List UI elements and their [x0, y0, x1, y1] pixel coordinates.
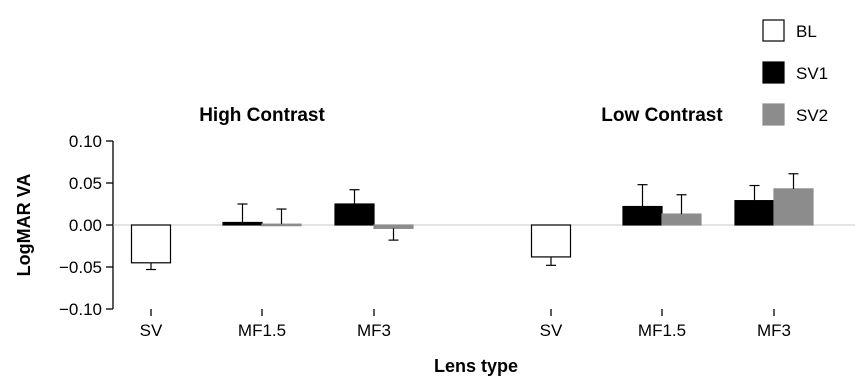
y-tick-label: 0.00	[69, 216, 102, 235]
y-tick-label: −0.05	[59, 258, 102, 277]
y-tick-label: 0.10	[69, 132, 102, 151]
x-tick-label: MF1.5	[638, 321, 686, 340]
x-tick-label: MF1.5	[238, 321, 286, 340]
bar	[661, 213, 702, 226]
legend-swatch-sv1	[762, 61, 785, 84]
bar	[373, 224, 414, 229]
x-axis-title: Lens type	[434, 356, 518, 376]
y-tick-label: −0.10	[59, 300, 102, 319]
bar	[734, 200, 775, 226]
bar	[261, 223, 302, 227]
legend: BL SV1 SV2	[762, 19, 828, 126]
x-tick-label: SV	[140, 321, 163, 340]
bars	[130, 173, 814, 271]
bar	[622, 205, 663, 226]
y-tick-label: 0.05	[69, 174, 102, 193]
bar	[334, 203, 375, 226]
x-tick-label: MF3	[357, 321, 391, 340]
legend-label-sv1: SV1	[796, 64, 828, 83]
y-axis: 0.10 0.05 0.00 −0.05 −0.10	[59, 132, 114, 319]
x-tick-label: SV	[540, 321, 563, 340]
bar	[130, 224, 172, 264]
bar	[530, 224, 572, 258]
bar	[773, 188, 814, 226]
legend-label-bl: BL	[796, 22, 817, 41]
y-axis-title: LogMAR VA	[14, 174, 34, 277]
legend-swatch-sv2	[762, 103, 785, 126]
x-tick-label: MF3	[757, 321, 791, 340]
panel-title-high-contrast: High Contrast	[199, 105, 325, 126]
x-ticks: SV MF1.5 MF3 SV MF1.5 MF3	[140, 309, 791, 340]
legend-label-sv2: SV2	[796, 106, 828, 125]
bar	[222, 221, 263, 226]
legend-swatch-bl	[762, 19, 785, 42]
panel-title-low-contrast: Low Contrast	[601, 105, 723, 126]
